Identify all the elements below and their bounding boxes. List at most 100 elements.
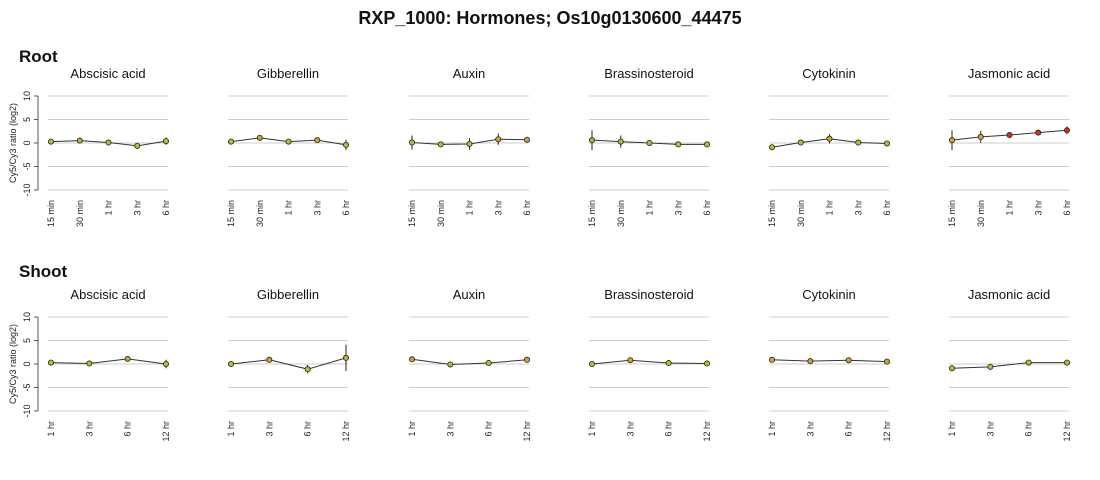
y-tick-label: 10	[22, 312, 32, 322]
x-tick-label: 6 hr	[882, 200, 892, 216]
x-tick-label: 6 hr	[702, 200, 712, 216]
x-tick-label: 6 hr	[341, 200, 351, 216]
series-line	[50, 358, 167, 365]
panel-root-gibberellin: Gibberellin 15 min 30 min 1 hr 3 hr 6 hr	[226, 66, 351, 227]
data-point	[48, 359, 55, 366]
data-point	[162, 360, 169, 367]
x-tick-label: 6 hr	[844, 421, 854, 437]
panel-root-jasmonic-acid: Jasmonic acid 15 min 30 min 1 hr 3 hr 6 hr	[947, 66, 1072, 227]
x-tick-label: 12 hr	[702, 421, 712, 442]
data-point	[285, 138, 292, 145]
x-tick-label: 3 hr	[445, 421, 455, 437]
x-tick-label: 30 min	[796, 200, 806, 227]
y-tick-label: -10	[22, 183, 32, 196]
panel-shoot-cytokinin: Cytokinin 1 hr 3 hr 6 hr 12 hr	[767, 287, 892, 442]
data-point	[227, 138, 234, 145]
x-tick-label: 3 hr	[264, 421, 274, 437]
data-point	[48, 138, 55, 145]
data-point	[845, 357, 852, 364]
x-tick-label: 15 min	[767, 200, 777, 227]
data-point	[704, 141, 711, 148]
panel-title: Abscisic acid	[70, 66, 145, 81]
x-tick-label: 6 hr	[161, 200, 171, 216]
x-tick-label: 6 hr	[1024, 421, 1034, 437]
data-point	[826, 135, 833, 142]
y-tick-label: -5	[22, 162, 32, 170]
x-tick-label: 1 hr	[1005, 200, 1015, 216]
y-tick-label: -5	[22, 383, 32, 391]
panel-title: Auxin	[453, 66, 486, 81]
data-point	[589, 360, 596, 367]
data-point	[314, 137, 321, 144]
data-point	[1006, 132, 1013, 139]
data-point	[342, 141, 349, 148]
x-tick-label: 1 hr	[767, 421, 777, 437]
x-tick-label: 6 hr	[123, 421, 133, 437]
x-tick-label: 1 hr	[46, 421, 56, 437]
panel-shoot-gibberellin: Gibberellin 1 hr 3 hr 6 hr 12 hr	[226, 287, 351, 442]
data-point	[485, 360, 492, 367]
panel-title: Cytokinin	[802, 287, 855, 302]
x-tick-label: 6 hr	[522, 200, 532, 216]
data-point	[447, 361, 454, 368]
data-point	[342, 354, 349, 361]
data-point	[524, 356, 531, 363]
data-point	[162, 138, 169, 145]
x-tick-label: 1 hr	[465, 200, 475, 216]
y-tick-label: 5	[22, 338, 32, 343]
shoot-section-title: Shoot	[19, 262, 68, 281]
data-point	[769, 144, 776, 151]
x-tick-label: 30 min	[436, 200, 446, 227]
data-point	[266, 356, 273, 363]
shoot-row: Cy5/Cy3 ratio (log2) 10 5 0 -5 -10 Abscisic ac…	[8, 287, 1072, 442]
data-point	[495, 136, 502, 143]
y-axis-label: Cy5/Cy3 ratio (log2)	[8, 324, 18, 404]
panel-root-auxin: Auxin 15 min 30 min 1 hr 3 hr 6 hr	[407, 66, 532, 227]
x-tick-label: 30 min	[255, 200, 265, 227]
y-tick-label: -10	[22, 404, 32, 417]
y-tick-label: 5	[22, 117, 32, 122]
x-tick-label: 1 hr	[226, 421, 236, 437]
series-line	[771, 359, 888, 363]
x-tick-label: 30 min	[75, 200, 85, 227]
page-title: RXP_1000: Hormones; Os10g0130600_44475	[358, 8, 742, 28]
panel-root-cytokinin: Cytokinin 15 min 30 min 1 hr 3 hr 6 hr	[767, 66, 892, 227]
data-point	[437, 141, 444, 148]
x-tick-label: 6 hr	[664, 421, 674, 437]
x-tick-label: 3 hr	[132, 200, 142, 216]
series-line	[951, 362, 1067, 369]
data-point	[1064, 127, 1071, 134]
x-tick-label: 1 hr	[587, 421, 597, 437]
data-point	[1035, 129, 1042, 136]
x-tick-label: 15 min	[587, 200, 597, 227]
x-tick-label: 15 min	[407, 200, 417, 227]
panel-shoot-auxin: Auxin 1 hr 3 hr 6 hr 12 hr	[407, 287, 532, 442]
data-point	[855, 139, 862, 146]
x-tick-label: 1 hr	[407, 421, 417, 437]
data-point	[675, 141, 682, 148]
series-line	[230, 357, 347, 370]
x-tick-label: 12 hr	[161, 421, 171, 442]
x-tick-label: 3 hr	[673, 200, 683, 216]
data-point	[627, 357, 634, 364]
data-point	[884, 140, 891, 147]
x-tick-label: 6 hr	[484, 421, 494, 437]
data-point	[949, 137, 956, 144]
data-point	[769, 356, 776, 363]
series-line	[411, 358, 528, 365]
x-tick-label: 12 hr	[522, 421, 532, 442]
root-section-title: Root	[19, 47, 58, 66]
data-point	[1025, 359, 1032, 366]
panel-title: Gibberellin	[257, 66, 319, 81]
x-tick-label: 15 min	[226, 200, 236, 227]
data-point	[304, 366, 311, 373]
x-tick-label: 3 hr	[985, 421, 995, 437]
x-tick-label: 12 hr	[1062, 421, 1072, 442]
x-tick-label: 1 hr	[825, 200, 835, 216]
x-tick-label: 6 hr	[303, 421, 313, 437]
data-point	[1064, 359, 1071, 366]
data-point	[408, 139, 415, 146]
data-point	[524, 136, 531, 143]
data-point	[124, 355, 131, 362]
